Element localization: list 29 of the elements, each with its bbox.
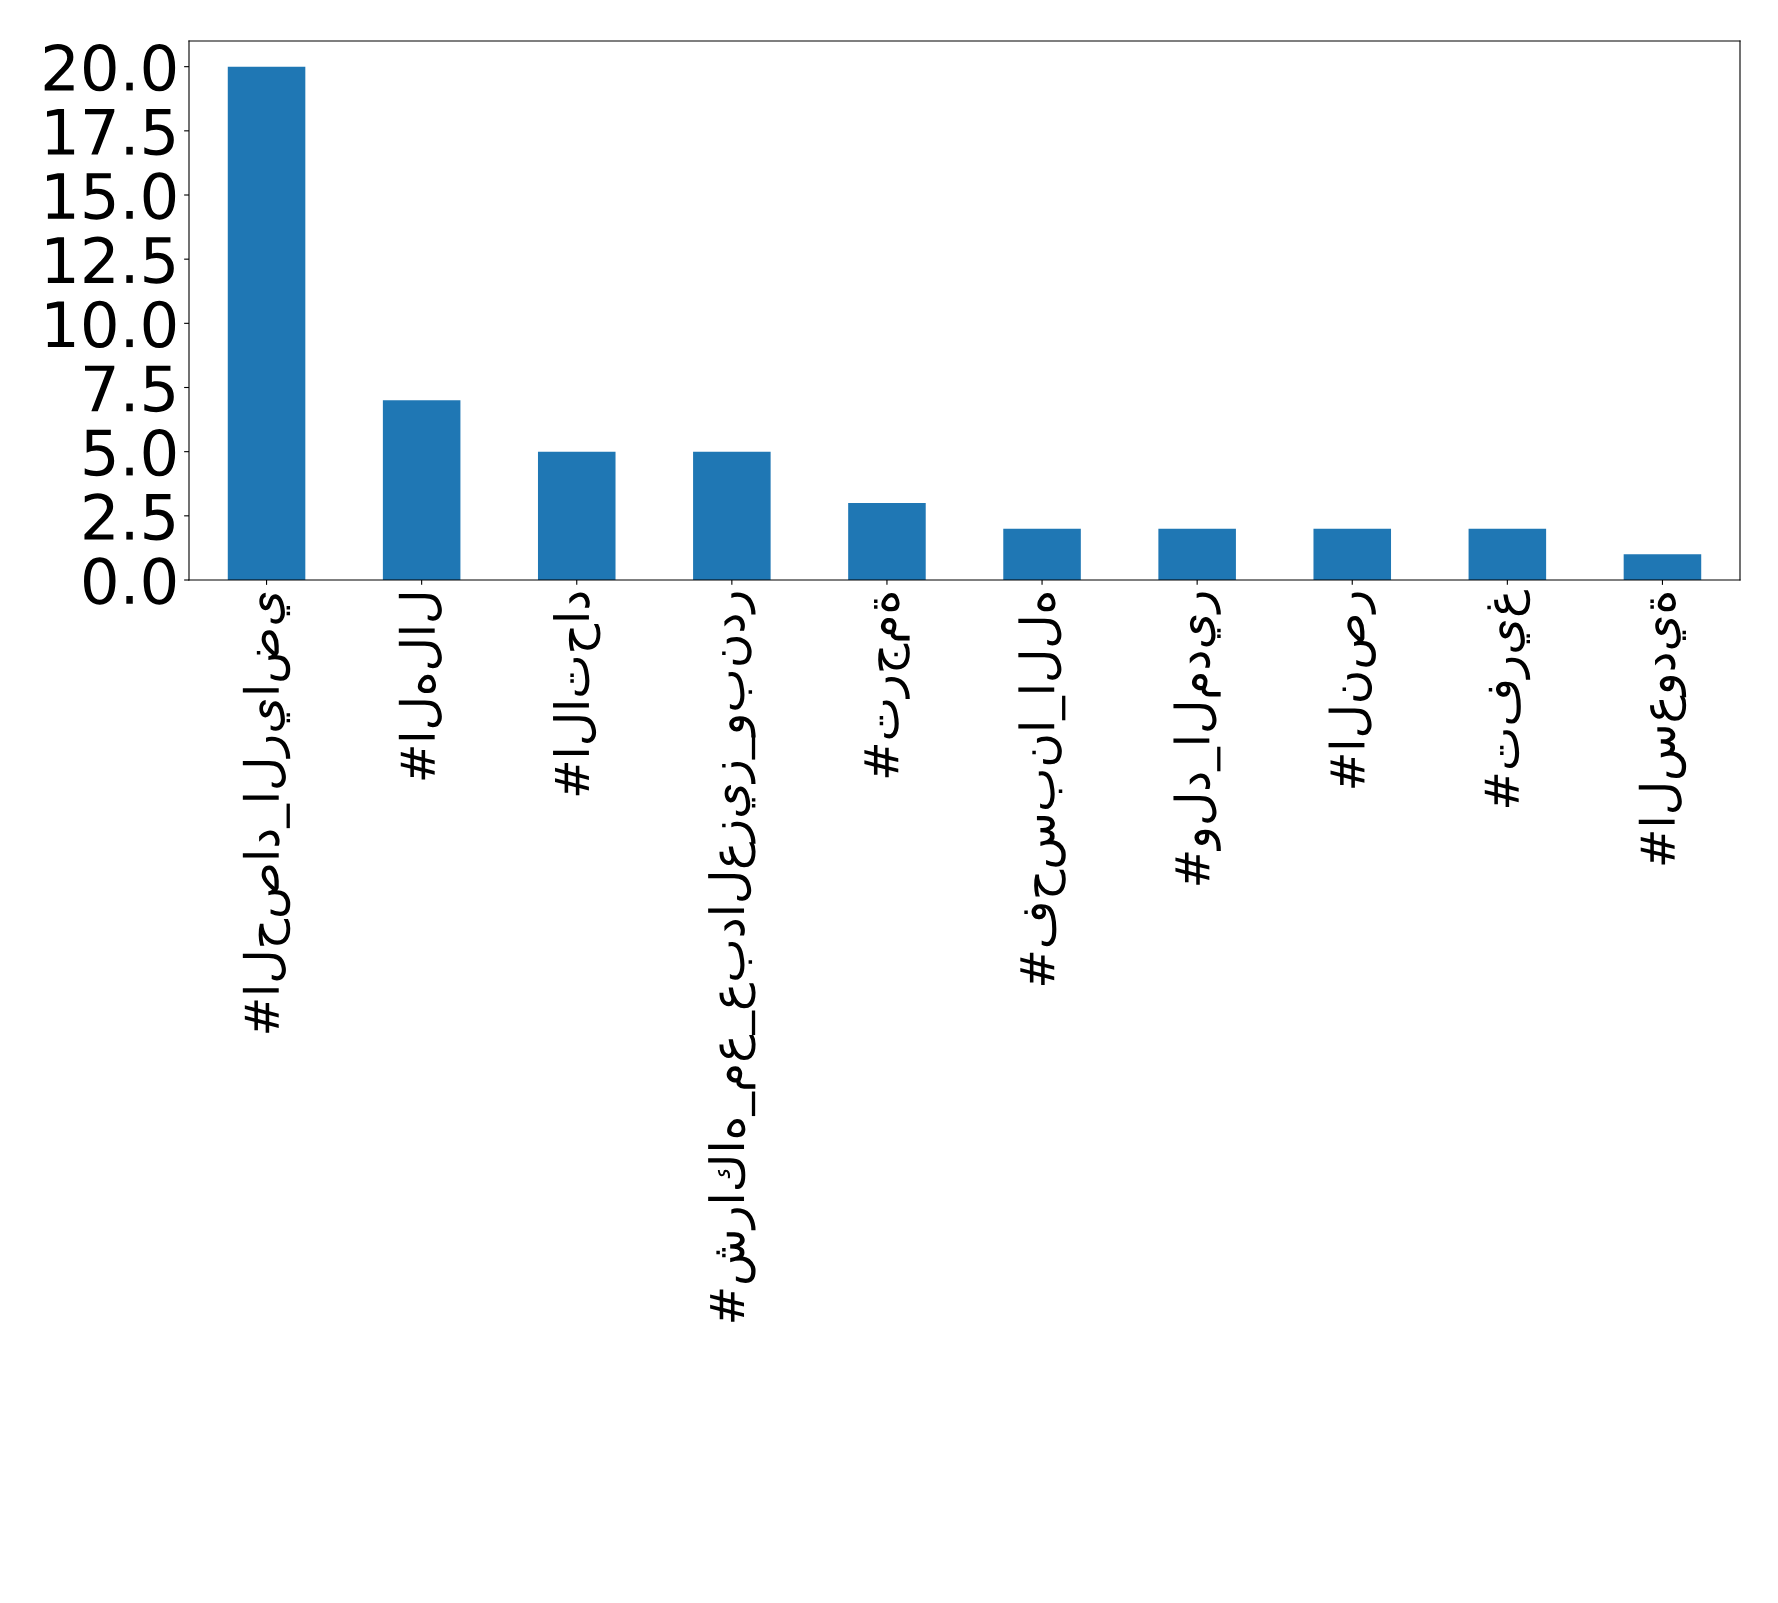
bar <box>1158 528 1236 580</box>
y-tick-label: 12.5 <box>46 236 174 284</box>
y-tick-label: 20.0 <box>44 44 176 92</box>
y-tick-label: 0.0 <box>84 557 176 605</box>
bar <box>227 66 306 580</box>
bar <box>1468 528 1547 580</box>
x-tick-label: #تفريغ <box>1484 590 1531 807</box>
bar <box>1003 528 1081 580</box>
x-tick-label: #الهلال <box>398 593 442 780</box>
bar <box>1623 554 1702 580</box>
y-tick-label: 2.5 <box>84 493 174 541</box>
x-tick-label: #ولد_المدير <box>1173 592 1221 885</box>
x-tick-label: #الحصاد_الرياضي <box>242 592 291 1033</box>
y-tick-label: 10.0 <box>46 300 176 348</box>
x-tick-label: #شراكاه_مع_عبدالعزيز_وبندر <box>708 592 756 1322</box>
bar <box>537 451 616 580</box>
y-tick-label: 7.5 <box>85 365 174 413</box>
x-tick-label: #النصر <box>1328 592 1376 788</box>
bar <box>693 451 771 580</box>
y-tick-label: 17.5 <box>46 109 174 156</box>
bar <box>848 503 926 580</box>
x-tick-label: #السعودية <box>1638 593 1687 865</box>
bar <box>1313 528 1392 580</box>
x-tick-label: #ترجمة <box>864 593 910 778</box>
y-tick-label: 5.0 <box>84 429 176 477</box>
y-tick-label: 15.0 <box>46 172 176 220</box>
x-tick-label: #الاتحاد <box>553 592 601 796</box>
bar <box>382 400 461 580</box>
x-tick-label: #فحسبنا_الله <box>1018 593 1066 986</box>
